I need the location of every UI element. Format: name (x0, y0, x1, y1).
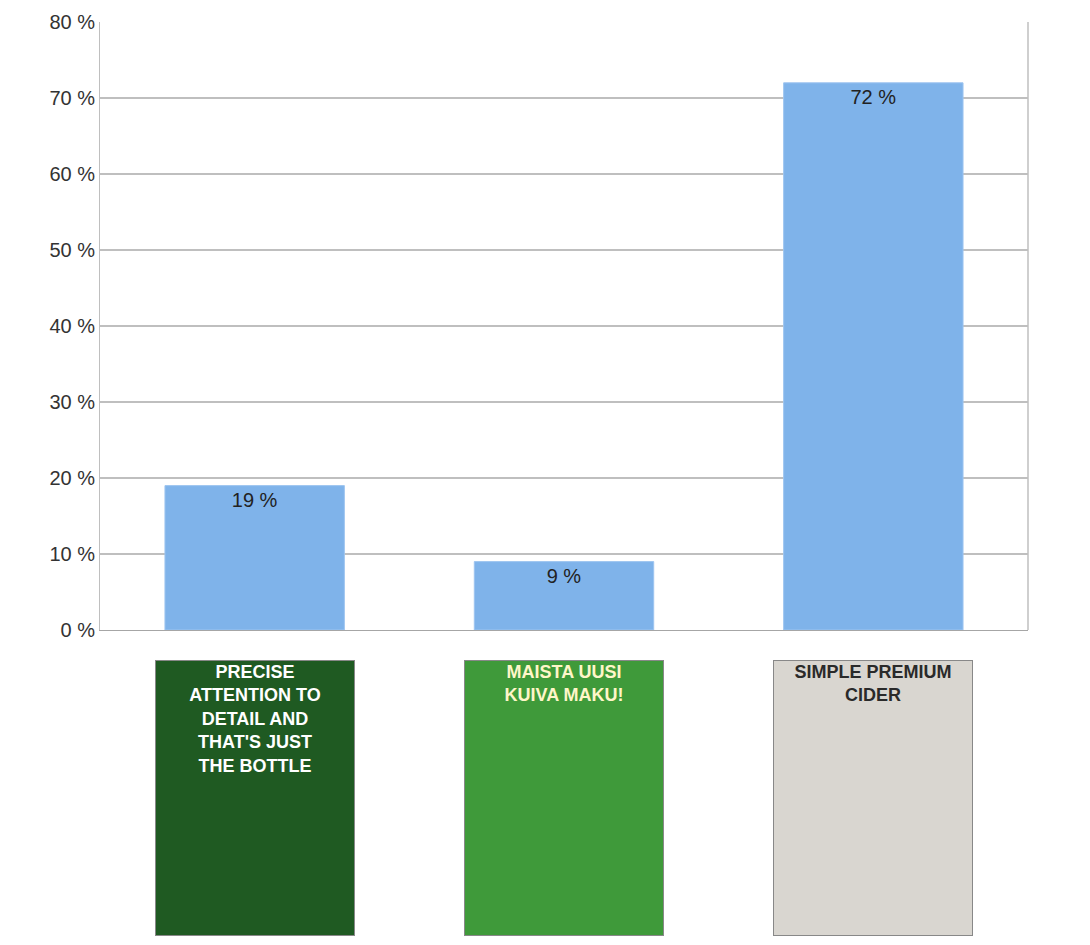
svg-text:0 %: 0 % (61, 619, 96, 641)
svg-text:MAISTA UUSIKUIVA MAKU!: MAISTA UUSIKUIVA MAKU! (505, 662, 624, 705)
svg-text:20 %: 20 % (49, 467, 95, 489)
svg-text:40 %: 40 % (49, 315, 95, 337)
svg-text:30 %: 30 % (49, 391, 95, 413)
svg-text:SIMPLE PREMIUMCIDER: SIMPLE PREMIUMCIDER (794, 662, 951, 705)
svg-text:9 %: 9 % (547, 565, 582, 587)
svg-text:50 %: 50 % (49, 239, 95, 261)
svg-text:19 %: 19 % (232, 489, 278, 511)
svg-text:72 %: 72 % (850, 86, 896, 108)
svg-text:PRECISEATTENTION TODETAIL ANDT: PRECISEATTENTION TODETAIL ANDTHAT'S JUST… (189, 662, 320, 776)
svg-text:60 %: 60 % (49, 163, 95, 185)
svg-text:10 %: 10 % (49, 543, 95, 565)
svg-text:70 %: 70 % (49, 87, 95, 109)
svg-text:80 %: 80 % (49, 11, 95, 33)
